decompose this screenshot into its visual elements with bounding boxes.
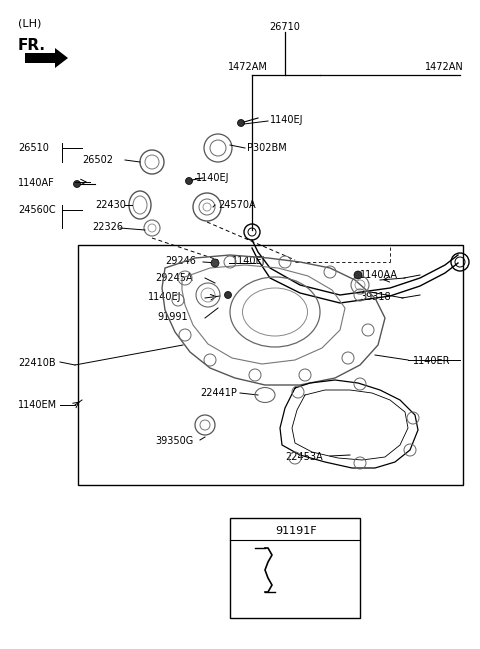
Circle shape xyxy=(238,119,244,127)
Text: 1472AN: 1472AN xyxy=(425,62,464,72)
Circle shape xyxy=(354,271,362,279)
Bar xyxy=(230,518,360,618)
Circle shape xyxy=(244,224,260,240)
Bar xyxy=(78,245,463,485)
Circle shape xyxy=(451,253,469,271)
Text: 1140ER: 1140ER xyxy=(413,356,451,366)
Text: 1140EJ: 1140EJ xyxy=(270,115,303,125)
Text: 26510: 26510 xyxy=(18,143,49,153)
Text: 26502: 26502 xyxy=(82,155,113,165)
Text: 26710: 26710 xyxy=(270,22,300,32)
Text: 39350G: 39350G xyxy=(155,436,193,446)
Text: 1140EJ: 1140EJ xyxy=(232,256,265,266)
Text: 1140EJ: 1140EJ xyxy=(148,292,181,302)
Text: 22326: 22326 xyxy=(92,222,123,232)
Text: 39318: 39318 xyxy=(360,292,391,302)
Text: 22441P: 22441P xyxy=(200,388,237,398)
Polygon shape xyxy=(25,48,68,68)
Text: 1140AA: 1140AA xyxy=(360,270,398,280)
Text: 1140AF: 1140AF xyxy=(18,178,55,188)
Text: 22430: 22430 xyxy=(95,200,126,210)
Text: 91191F: 91191F xyxy=(275,526,317,536)
Circle shape xyxy=(211,259,219,267)
Text: 29245A: 29245A xyxy=(155,273,192,283)
Circle shape xyxy=(185,177,192,184)
Text: 91991: 91991 xyxy=(157,312,188,322)
Text: 1140EJ: 1140EJ xyxy=(196,173,229,183)
Text: (LH): (LH) xyxy=(18,18,41,28)
Circle shape xyxy=(225,291,231,299)
Text: 24560C: 24560C xyxy=(18,205,56,215)
Text: 1140EM: 1140EM xyxy=(18,400,57,410)
Text: 22410B: 22410B xyxy=(18,358,56,368)
Text: FR.: FR. xyxy=(18,38,46,53)
Text: 24570A: 24570A xyxy=(218,200,256,210)
Text: 29246: 29246 xyxy=(165,256,196,266)
Text: P302BM: P302BM xyxy=(247,143,287,153)
Text: 22453A: 22453A xyxy=(285,452,323,462)
Text: 1472AM: 1472AM xyxy=(228,62,268,72)
Circle shape xyxy=(73,180,81,188)
